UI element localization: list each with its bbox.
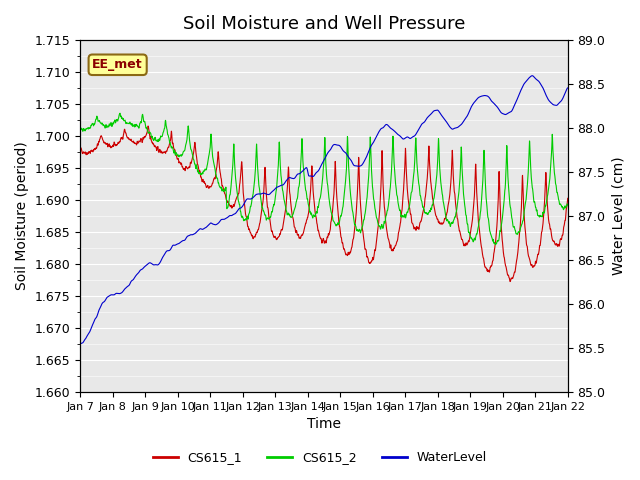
CS615_1 bbox=[564, 195, 572, 201]
Line: CS615_1: CS615_1 bbox=[80, 126, 568, 282]
CS615_1 bbox=[144, 123, 152, 129]
X-axis label: Time: Time bbox=[307, 418, 341, 432]
WaterLevel bbox=[529, 73, 536, 79]
Text: EE_met: EE_met bbox=[92, 58, 143, 71]
CS615_2 bbox=[564, 202, 572, 208]
CS615_1 bbox=[132, 140, 140, 146]
CS615_2 bbox=[132, 123, 140, 129]
Legend: CS615_1, CS615_2, WaterLevel: CS615_1, CS615_2, WaterLevel bbox=[148, 446, 492, 469]
CS615_1 bbox=[285, 164, 292, 170]
WaterLevel bbox=[132, 273, 140, 279]
CS615_2 bbox=[76, 128, 84, 134]
CS615_2 bbox=[555, 196, 563, 202]
Y-axis label: Water Level (cm): Water Level (cm) bbox=[611, 157, 625, 276]
WaterLevel bbox=[554, 101, 562, 107]
WaterLevel bbox=[161, 251, 168, 257]
CS615_1 bbox=[506, 279, 514, 285]
CS615_2 bbox=[116, 110, 124, 116]
WaterLevel bbox=[263, 192, 271, 197]
WaterLevel bbox=[76, 341, 84, 347]
WaterLevel bbox=[284, 176, 292, 181]
CS615_1 bbox=[161, 149, 169, 155]
CS615_2 bbox=[492, 241, 499, 247]
CS615_1 bbox=[555, 241, 563, 247]
WaterLevel bbox=[564, 85, 572, 91]
Y-axis label: Soil Moisture (period): Soil Moisture (period) bbox=[15, 142, 29, 290]
CS615_1 bbox=[76, 144, 84, 150]
CS615_2 bbox=[264, 215, 271, 221]
Line: WaterLevel: WaterLevel bbox=[80, 76, 568, 344]
Title: Soil Moisture and Well Pressure: Soil Moisture and Well Pressure bbox=[183, 15, 465, 33]
WaterLevel bbox=[502, 112, 509, 118]
CS615_2 bbox=[502, 169, 510, 175]
CS615_1 bbox=[264, 204, 271, 209]
CS615_2 bbox=[161, 124, 169, 130]
CS615_1 bbox=[502, 264, 509, 269]
CS615_2 bbox=[285, 210, 292, 216]
Line: CS615_2: CS615_2 bbox=[80, 113, 568, 244]
